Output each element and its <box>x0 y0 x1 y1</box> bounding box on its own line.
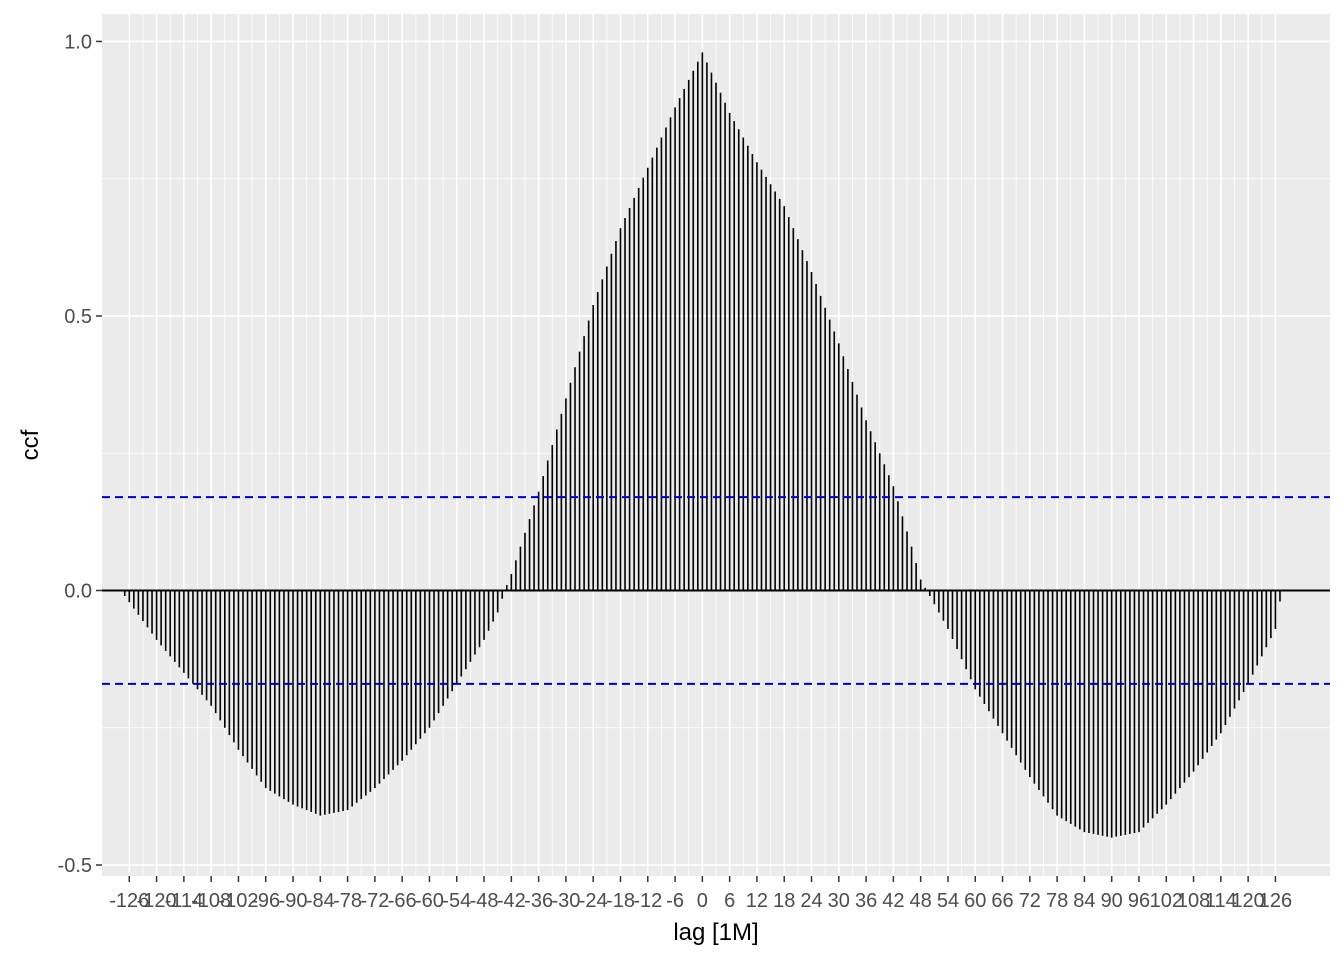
x-tick-label: -126 <box>109 890 149 912</box>
x-tick-label: -36 <box>524 890 553 912</box>
y-axis-title: ccf <box>17 429 44 460</box>
y-axis: -0.5 0.0 0.5 1.0 <box>58 31 102 877</box>
x-tick-label: -54 <box>442 890 471 912</box>
x-tick-label: 96 <box>1128 890 1150 912</box>
x-tick-label: 30 <box>828 890 850 912</box>
x-tick-label: -6 <box>666 890 684 912</box>
x-tick-label: -24 <box>579 890 608 912</box>
x-tick-label: -108 <box>191 890 231 912</box>
y-tick-label: 0.5 <box>64 306 92 328</box>
x-tick-label: 42 <box>882 890 904 912</box>
x-tick-label: -30 <box>551 890 580 912</box>
x-tick-label: 90 <box>1101 890 1123 912</box>
x-tick-label: -18 <box>606 890 635 912</box>
x-tick-label: 78 <box>1046 890 1068 912</box>
x-tick-label: -96 <box>251 890 280 912</box>
x-tick-label: 0 <box>697 890 708 912</box>
x-tick-label: -42 <box>497 890 526 912</box>
x-tick-label: 6 <box>724 890 735 912</box>
x-tick-label: 48 <box>910 890 932 912</box>
x-axis-title: lag [1M] <box>673 919 758 946</box>
ccf-bars <box>123 52 1281 838</box>
x-tick-label: 66 <box>991 890 1013 912</box>
y-tick-label: -0.5 <box>58 855 92 877</box>
x-tick-label: 18 <box>773 890 795 912</box>
x-tick-label: 102 <box>1150 890 1183 912</box>
confidence-bounds <box>102 496 1330 685</box>
x-tick-label: 54 <box>937 890 959 912</box>
x-tick-label: -114 <box>165 890 204 912</box>
x-tick-label: 114 <box>1205 890 1237 912</box>
x-tick-label: 72 <box>1019 890 1041 912</box>
x-tick-label: 108 <box>1177 890 1210 912</box>
x-tick-label: -48 <box>470 890 499 912</box>
x-tick-label: -12 <box>633 890 662 912</box>
y-tick-label: 1.0 <box>64 31 92 53</box>
x-tick-label: -66 <box>388 890 417 912</box>
x-tick-label: 120 <box>1231 890 1264 912</box>
x-tick-label: -120 <box>137 890 177 912</box>
x-tick-label: -78 <box>333 890 362 912</box>
x-tick-label: -90 <box>279 890 308 912</box>
x-tick-label: 12 <box>746 890 768 912</box>
x-tick-label: 60 <box>964 890 986 912</box>
x-tick-label: -84 <box>306 890 335 912</box>
y-tick-label: 0.0 <box>64 580 92 602</box>
x-tick-label: -102 <box>218 890 258 912</box>
x-tick-label: 24 <box>800 890 822 912</box>
x-tick-label: -72 <box>360 890 389 912</box>
x-tick-label: 84 <box>1073 890 1095 912</box>
x-tick-label: 126 <box>1259 890 1292 912</box>
x-tick-label: 36 <box>855 890 877 912</box>
x-axis: -126-120-114-108-102-96-90-84-78-72-66-6… <box>109 876 1292 912</box>
x-tick-label: -60 <box>415 890 444 912</box>
